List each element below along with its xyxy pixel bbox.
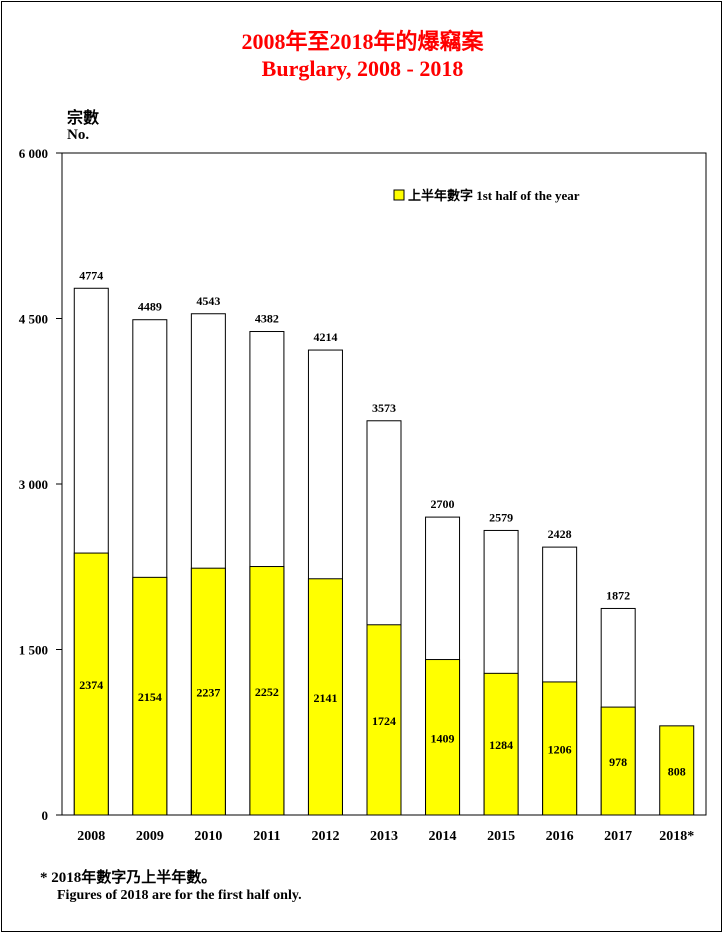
data-label-full-year: 4774 bbox=[79, 268, 103, 282]
x-tick-label: 2014 bbox=[429, 829, 457, 844]
bar-half-year bbox=[425, 659, 461, 816]
y-axis-label-chinese: 宗數 bbox=[67, 110, 100, 127]
x-tick-label: 2012 bbox=[311, 829, 339, 844]
data-label-full-year: 2700 bbox=[431, 497, 455, 511]
bar-half-year bbox=[600, 706, 636, 816]
data-label-half-year: 2237 bbox=[196, 686, 220, 700]
legend-label: 上半年數字 1st half of the year bbox=[408, 188, 580, 203]
x-tick-label: 2010 bbox=[194, 829, 222, 844]
bar-half-year bbox=[483, 672, 519, 816]
data-label-half-year: 1284 bbox=[489, 738, 513, 752]
footnote-english: Figures of 2018 are for the first half o… bbox=[57, 888, 302, 903]
bar-half-year bbox=[307, 578, 343, 816]
data-label-half-year: 2154 bbox=[138, 690, 162, 704]
x-tick-label: 2018* bbox=[659, 829, 694, 844]
y-axis-label-english: No. bbox=[67, 127, 90, 143]
x-tick-label: 2009 bbox=[136, 829, 164, 844]
footnote-chinese: * 2018年數字乃上半年數。 bbox=[40, 870, 217, 886]
data-label-half-year: 808 bbox=[668, 764, 686, 778]
bar-half-year bbox=[73, 552, 109, 816]
data-label-half-year: 2252 bbox=[255, 685, 279, 699]
x-tick-label: 2017 bbox=[604, 829, 632, 844]
x-tick-label: 2011 bbox=[253, 829, 280, 844]
x-tick-label: 2015 bbox=[487, 829, 515, 844]
y-tick-label: 0 bbox=[42, 808, 49, 823]
chart-title-english: Burglary, 2008 - 2018 bbox=[261, 56, 464, 81]
data-label-half-year: 2374 bbox=[79, 678, 103, 692]
bar-half-year bbox=[190, 567, 226, 816]
y-tick-label: 1 500 bbox=[19, 643, 48, 658]
bar-half-year bbox=[659, 725, 695, 816]
data-label-full-year: 2579 bbox=[489, 510, 513, 524]
y-tick-label: 4 500 bbox=[19, 312, 48, 327]
data-label-half-year: 1409 bbox=[431, 731, 455, 745]
data-label-full-year: 4489 bbox=[138, 300, 162, 314]
data-label-full-year: 4543 bbox=[196, 294, 220, 308]
bar-half-year bbox=[132, 576, 168, 816]
chart-title-chinese: 2008年至2018年的爆竊案 bbox=[241, 29, 484, 54]
x-tick-label: 2013 bbox=[370, 829, 398, 844]
data-label-half-year: 1724 bbox=[372, 714, 396, 728]
data-label-half-year: 2141 bbox=[313, 691, 337, 705]
data-label-full-year: 4382 bbox=[255, 312, 279, 326]
x-tick-label: 2016 bbox=[546, 829, 574, 844]
data-label-full-year: 4214 bbox=[313, 330, 337, 344]
data-label-full-year: 3573 bbox=[372, 401, 396, 415]
x-tick-label: 2008 bbox=[77, 829, 105, 844]
legend-swatch bbox=[393, 189, 405, 201]
y-tick-label: 6 000 bbox=[19, 146, 48, 161]
data-label-full-year: 1872 bbox=[606, 588, 630, 602]
y-tick-label: 3 000 bbox=[19, 477, 48, 492]
data-label-full-year: 2428 bbox=[548, 527, 572, 541]
bar-half-year bbox=[542, 681, 578, 816]
data-label-half-year: 1206 bbox=[548, 742, 572, 756]
bar-half-year bbox=[366, 624, 402, 816]
bar-half-year bbox=[249, 566, 285, 816]
data-label-half-year: 978 bbox=[609, 755, 627, 769]
